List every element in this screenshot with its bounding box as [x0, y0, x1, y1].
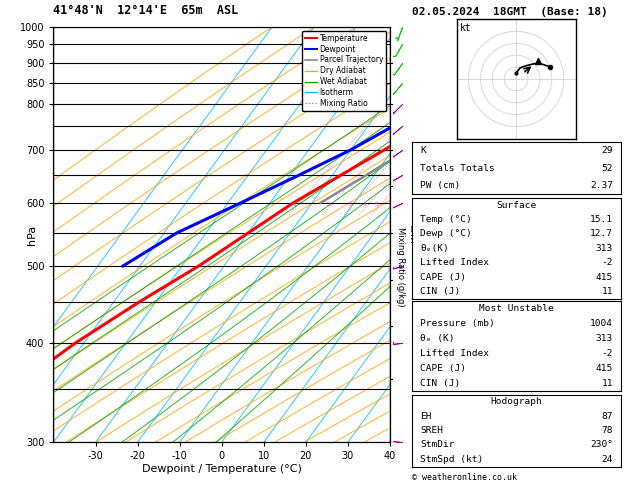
Text: 24: 24 — [601, 455, 613, 464]
Text: θₑ (K): θₑ (K) — [420, 334, 455, 343]
Text: 41°48'N  12°14'E  65m  ASL: 41°48'N 12°14'E 65m ASL — [53, 4, 239, 17]
Text: StmSpd (kt): StmSpd (kt) — [420, 455, 484, 464]
Text: 11: 11 — [601, 379, 613, 388]
Text: SREH: SREH — [420, 426, 443, 435]
Text: 4: 4 — [362, 202, 367, 207]
Text: EH: EH — [420, 412, 432, 421]
Text: Most Unstable: Most Unstable — [479, 304, 554, 313]
Text: 313: 313 — [596, 244, 613, 253]
Text: 12.7: 12.7 — [590, 229, 613, 239]
Text: Lifted Index: Lifted Index — [420, 349, 489, 358]
Text: 2.37: 2.37 — [590, 181, 613, 190]
Text: K: K — [420, 146, 426, 155]
Text: 3: 3 — [347, 202, 351, 207]
Text: LCL: LCL — [393, 36, 408, 45]
Text: -2: -2 — [601, 258, 613, 267]
Text: CIN (J): CIN (J) — [420, 379, 460, 388]
Text: © weatheronline.co.uk: © weatheronline.co.uk — [412, 473, 517, 482]
Text: 313: 313 — [596, 334, 613, 343]
Text: 2: 2 — [326, 202, 330, 207]
Text: 29: 29 — [601, 146, 613, 155]
Text: 11: 11 — [601, 287, 613, 296]
Text: StmDir: StmDir — [420, 440, 455, 450]
Text: 415: 415 — [596, 364, 613, 373]
Text: 78: 78 — [601, 426, 613, 435]
Text: Dewp (°C): Dewp (°C) — [420, 229, 472, 239]
Text: 230°: 230° — [590, 440, 613, 450]
Text: 15.1: 15.1 — [590, 215, 613, 224]
Text: hPa: hPa — [26, 225, 36, 244]
Text: PW (cm): PW (cm) — [420, 181, 460, 190]
Legend: Temperature, Dewpoint, Parcel Trajectory, Dry Adiabat, Wet Adiabat, Isotherm, Mi: Temperature, Dewpoint, Parcel Trajectory… — [302, 31, 386, 111]
Text: Totals Totals: Totals Totals — [420, 164, 495, 173]
Text: CIN (J): CIN (J) — [420, 287, 460, 296]
X-axis label: Dewpoint / Temperature (°C): Dewpoint / Temperature (°C) — [142, 464, 302, 474]
Text: Surface: Surface — [497, 201, 537, 209]
Text: 1004: 1004 — [590, 319, 613, 329]
Text: Hodograph: Hodograph — [491, 398, 543, 406]
Text: 02.05.2024  18GMT  (Base: 18): 02.05.2024 18GMT (Base: 18) — [412, 7, 608, 17]
Text: θₑ(K): θₑ(K) — [420, 244, 449, 253]
Text: 52: 52 — [601, 164, 613, 173]
Text: kt: kt — [460, 23, 472, 33]
Text: Lifted Index: Lifted Index — [420, 258, 489, 267]
Text: Mixing Ratio (g/kg): Mixing Ratio (g/kg) — [396, 227, 405, 307]
Text: Pressure (mb): Pressure (mb) — [420, 319, 495, 329]
Text: 5: 5 — [375, 202, 379, 207]
Text: 87: 87 — [601, 412, 613, 421]
Text: Temp (°C): Temp (°C) — [420, 215, 472, 224]
Text: 415: 415 — [596, 273, 613, 282]
Text: CAPE (J): CAPE (J) — [420, 364, 466, 373]
Text: 1: 1 — [292, 202, 296, 207]
Text: CAPE (J): CAPE (J) — [420, 273, 466, 282]
Text: -2: -2 — [601, 349, 613, 358]
Y-axis label: km
ASL: km ASL — [403, 224, 421, 245]
